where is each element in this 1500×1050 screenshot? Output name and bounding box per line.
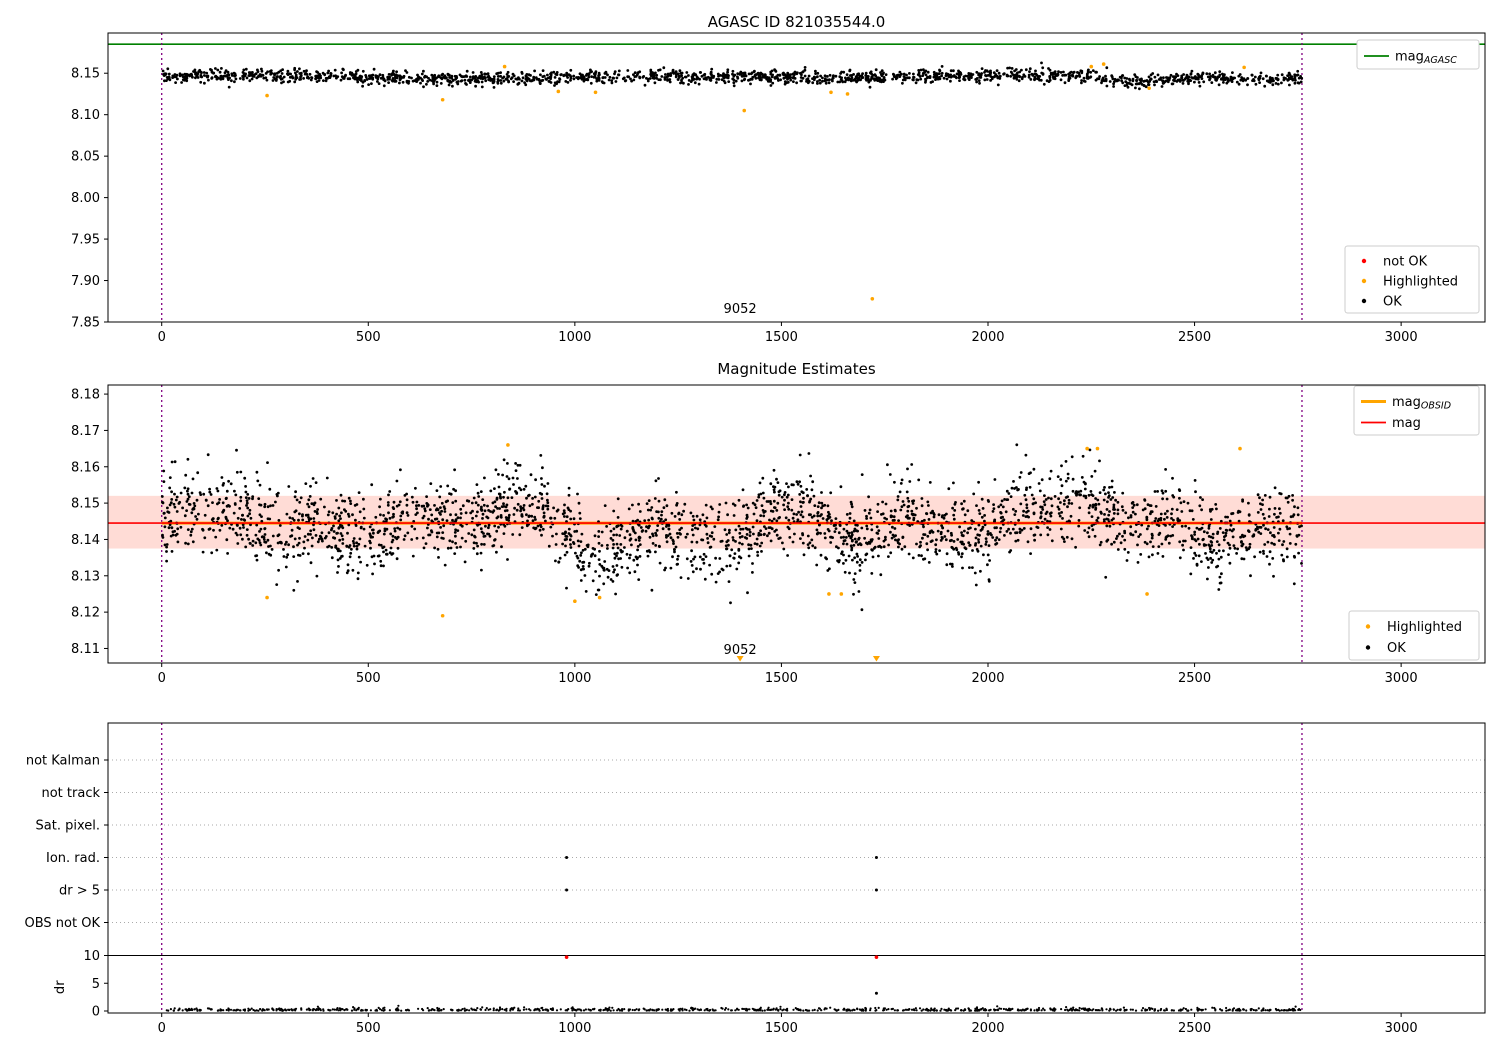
legend-dot-sample	[1361, 258, 1367, 264]
y-tick-label: 8.11	[71, 642, 100, 657]
legend-dot-sample	[1365, 645, 1371, 650]
plot-magnitude-estimates: 9052 0 500 1000 1500 2000 2500 3000 8.11 8.12 8.13…	[71, 384, 1486, 686]
x-tick-label: 1500	[765, 671, 798, 686]
x-tick-label: 3000	[1385, 671, 1418, 686]
legend-label: not OK	[1383, 255, 1428, 270]
legend-label: Highlighted	[1383, 275, 1458, 290]
below-range-marker	[872, 656, 880, 662]
dr-not-ok-point	[564, 955, 569, 959]
x-tick-label: 500	[356, 1021, 381, 1036]
dr-outlier-point	[874, 991, 878, 995]
x-tick-label: 2000	[971, 330, 1004, 345]
x-tick-label: 1500	[765, 330, 798, 345]
legend-dot-sample	[1361, 298, 1367, 304]
x-tick-label: 2000	[971, 1021, 1004, 1036]
axes-frame	[107, 722, 1486, 1014]
legend-label: magOBSID	[1392, 395, 1451, 412]
legend-dot-sample	[1361, 278, 1367, 284]
dr-tick-label: 10	[83, 949, 100, 964]
x-tick-label: 3000	[1385, 330, 1418, 345]
highlighted-points	[265, 62, 1246, 301]
ok-points	[161, 61, 1304, 91]
axes-frame	[107, 384, 1486, 664]
x-tick-label: 2500	[1178, 671, 1211, 686]
y-tick-label: 8.15	[71, 497, 100, 512]
legend-label: magAGASC	[1395, 50, 1457, 67]
legend-label: Highlighted	[1387, 620, 1462, 635]
plot1-title: AGASC ID 821035544.0	[707, 13, 886, 31]
x-tick-label: 500	[356, 330, 381, 345]
obsid-annotation: 9052	[724, 643, 757, 658]
below-range-marker	[736, 656, 744, 662]
dr-tick-label: 5	[92, 977, 100, 992]
flag-point	[565, 856, 569, 859]
x-tick-label: 1000	[558, 671, 591, 686]
y-tick-label: 8.14	[71, 533, 100, 548]
x-tick-label: 0	[158, 1021, 166, 1036]
legend-label: OK	[1387, 641, 1406, 656]
x-tick-label: 0	[158, 330, 166, 345]
y-tick-label: 8.00	[71, 191, 100, 206]
x-tick-label: 2500	[1178, 1021, 1211, 1036]
ok-points	[160, 443, 1303, 612]
y-tick-label: 8.05	[71, 150, 100, 165]
plot-flags-dr: not Kalman not track Sat. pixel. Ion. rad. d…	[25, 722, 1486, 1036]
legend-box	[1344, 245, 1480, 314]
flag-category-label: not Kalman	[26, 754, 100, 769]
dr-points	[165, 1004, 1302, 1012]
legend-box	[1348, 610, 1480, 661]
y-tick-label: 7.90	[71, 274, 100, 289]
dr-axis-label: dr	[53, 980, 68, 994]
legend-dot-sample	[1365, 624, 1371, 629]
obsid-annotation: 9052	[724, 302, 757, 317]
x-tick-label: 1000	[558, 1021, 591, 1036]
x-tick-label: 2500	[1178, 330, 1211, 345]
x-tick-label: 3000	[1385, 1021, 1418, 1036]
legend-label: OK	[1383, 295, 1402, 310]
x-tick-label: 1500	[765, 1021, 798, 1036]
x-tick-label: 500	[356, 671, 381, 686]
legend-label: mag	[1392, 416, 1421, 431]
flag-category-label: Sat. pixel.	[36, 819, 100, 834]
flag-point	[874, 888, 878, 892]
dr-not-ok-point	[874, 955, 879, 959]
y-tick-label: 8.15	[71, 67, 100, 82]
axes-frame	[107, 32, 1486, 323]
y-tick-label: 8.18	[71, 388, 100, 403]
y-tick-label: 8.16	[71, 460, 100, 475]
plot2-title: Magnitude Estimates	[717, 360, 876, 378]
x-tick-label: 0	[158, 671, 166, 686]
y-tick-label: 7.85	[71, 316, 100, 331]
y-tick-label: 8.17	[71, 424, 100, 439]
flag-category-label: Ion. rad.	[46, 851, 100, 866]
flag-category-label: dr > 5	[59, 884, 100, 899]
x-tick-label: 2000	[971, 671, 1004, 686]
plot-agasc-mag: 9052 0 500 1000 1500 2000 2500 3000 7.85 7.90 7.95…	[71, 32, 1486, 345]
dr-tick-label: 0	[92, 1005, 100, 1020]
x-tick-label: 1000	[558, 330, 591, 345]
y-tick-label: 8.13	[71, 569, 100, 584]
flag-point	[565, 888, 569, 892]
y-tick-label: 7.95	[71, 233, 100, 248]
y-tick-label: 8.12	[71, 606, 100, 621]
flag-category-label: not track	[41, 786, 100, 801]
highlighted-points	[265, 443, 1242, 618]
flag-point	[874, 856, 878, 859]
y-tick-label: 8.10	[71, 108, 100, 123]
legend-box	[1356, 39, 1480, 70]
flag-category-label: OBS not OK	[25, 916, 101, 931]
